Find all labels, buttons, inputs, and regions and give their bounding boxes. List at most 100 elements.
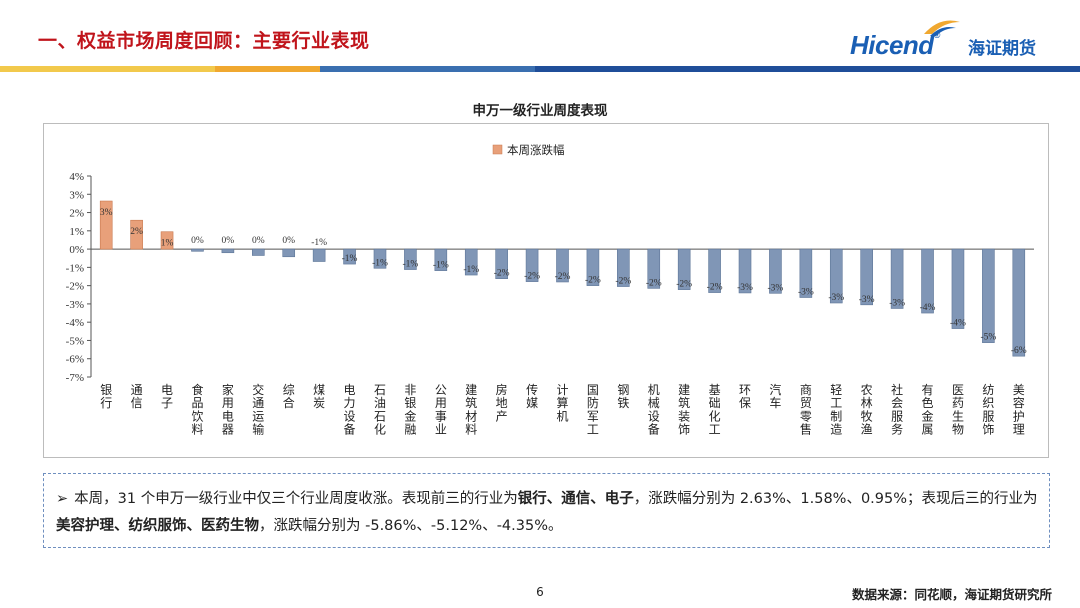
- summary-text-1: 本周，31 个申万一级行业中仅三个行业周度收涨。表现前三的行业为: [74, 491, 518, 507]
- bar: [99, 200, 113, 250]
- category-label-char: 会: [891, 396, 903, 410]
- category-label-char: 用: [435, 396, 447, 410]
- bar: [617, 248, 630, 287]
- data-label: -3%: [859, 295, 875, 305]
- category-label-char: 服: [982, 409, 994, 423]
- category-label-char: 备: [344, 423, 356, 437]
- y-tick-label: 2%: [69, 208, 84, 220]
- category-label-char: 制: [830, 409, 842, 423]
- bar: [404, 248, 417, 270]
- category-label-char: 贸: [800, 396, 812, 410]
- y-tick-label: 1%: [69, 226, 84, 238]
- category-label-char: 饮: [191, 409, 203, 423]
- bar: [556, 248, 569, 283]
- legend-label: 本周涨跌幅: [507, 143, 565, 157]
- category-label-char: 社: [891, 382, 903, 397]
- bar: [1012, 248, 1026, 357]
- category-label-char: 售: [800, 422, 812, 437]
- category-label-char: 属: [922, 423, 934, 437]
- data-label: -5%: [980, 333, 996, 343]
- category-label-char: 石: [374, 409, 386, 423]
- data-label: -4%: [950, 319, 966, 329]
- data-label: -3%: [768, 283, 784, 293]
- category-label-char: 医: [952, 383, 964, 397]
- category-label-char: 公: [435, 383, 447, 397]
- category-label-char: 筑: [678, 395, 690, 410]
- category-label-char: 防: [587, 395, 599, 410]
- data-label: -3%: [798, 288, 814, 298]
- y-tick-label: -4%: [66, 317, 84, 329]
- category-label-char: 行: [100, 396, 112, 410]
- category-label-char: 务: [891, 422, 903, 437]
- category-label-char: 料: [465, 423, 477, 437]
- data-label: -1%: [433, 261, 449, 271]
- summary-text-3: ，涨跌幅分别为 -5.86%、-5.12%、-4.35%。: [259, 518, 563, 534]
- data-label: -1%: [402, 260, 418, 270]
- summary-box: ➢ 本周，31 个申万一级行业中仅三个行业周度收涨。表现前三的行业为银行、通信、电…: [43, 473, 1050, 548]
- category-label-char: 钢: [617, 383, 629, 397]
- category-label-char: 信: [131, 396, 143, 410]
- data-label: -2%: [615, 277, 631, 287]
- category-label-char: 建: [465, 383, 477, 397]
- data-label: -2%: [524, 272, 540, 282]
- data-label: -2%: [555, 272, 571, 282]
- band-segment-yellow: [0, 66, 215, 72]
- category-label-char: 品: [191, 396, 203, 410]
- data-label: 2%: [130, 227, 143, 237]
- logo-text-cn: 海证期货: [968, 39, 1036, 59]
- data-label: -3%: [828, 293, 844, 303]
- bar: [221, 248, 235, 254]
- data-label: 3%: [100, 208, 113, 218]
- category-label-char: 护: [1013, 409, 1025, 423]
- data-label: -2%: [494, 269, 510, 279]
- bar: [738, 248, 752, 294]
- category-label-char: 设: [344, 409, 356, 423]
- y-tick-label: -3%: [66, 299, 84, 311]
- category-label-char: 用: [222, 396, 234, 410]
- category-label-char: 农: [861, 383, 873, 397]
- category-label-char: 建: [678, 383, 690, 397]
- y-tick-label: 4%: [69, 171, 84, 183]
- category-label-char: 机: [648, 383, 660, 397]
- logo-swoosh-icon: [924, 20, 960, 36]
- bar: [495, 248, 508, 279]
- category-label-char: 饰: [678, 423, 690, 437]
- category-label-char: 房: [496, 382, 508, 397]
- bar: [343, 248, 356, 265]
- band-segment-blue: [320, 66, 535, 72]
- data-label: 0%: [191, 236, 204, 246]
- category-label-char: 础: [709, 396, 721, 410]
- category-label-char: 电: [344, 383, 356, 397]
- category-label-char: 电: [161, 383, 173, 397]
- logo-text-en: Hicend®: [850, 30, 940, 60]
- category-label-char: 药: [952, 396, 964, 410]
- category-label-char: 金: [922, 408, 934, 423]
- category-label-char: 物: [952, 423, 964, 437]
- category-label-char: 媒: [526, 396, 538, 410]
- category-label-char: 轻: [830, 383, 842, 397]
- bar: [890, 248, 904, 309]
- bar: [160, 231, 174, 250]
- category-label-char: 综: [283, 383, 295, 397]
- category-label-char: 理: [1013, 423, 1025, 437]
- category-label-char: 算: [556, 395, 568, 410]
- category-label-char: 工: [587, 423, 599, 437]
- category-label-char: 通: [252, 396, 264, 410]
- data-label: 0%: [222, 236, 235, 246]
- bar: [708, 248, 721, 293]
- bar: [130, 219, 143, 250]
- category-label-char: 环: [739, 383, 751, 397]
- data-label: -1%: [372, 258, 388, 268]
- bar: [647, 248, 661, 289]
- category-label-char: 运: [252, 409, 264, 423]
- category-label-char: 机: [556, 409, 568, 423]
- bar: [525, 248, 539, 282]
- y-tick-label: 3%: [69, 189, 84, 201]
- category-label-char: 金: [404, 408, 416, 423]
- y-tick-label: -2%: [66, 281, 84, 293]
- category-label-char: 牧: [861, 409, 873, 423]
- category-label-char: 渔: [861, 423, 873, 437]
- data-label: -6%: [1011, 346, 1027, 356]
- category-label-char: 食: [191, 382, 203, 397]
- category-label-char: 汽: [769, 382, 781, 397]
